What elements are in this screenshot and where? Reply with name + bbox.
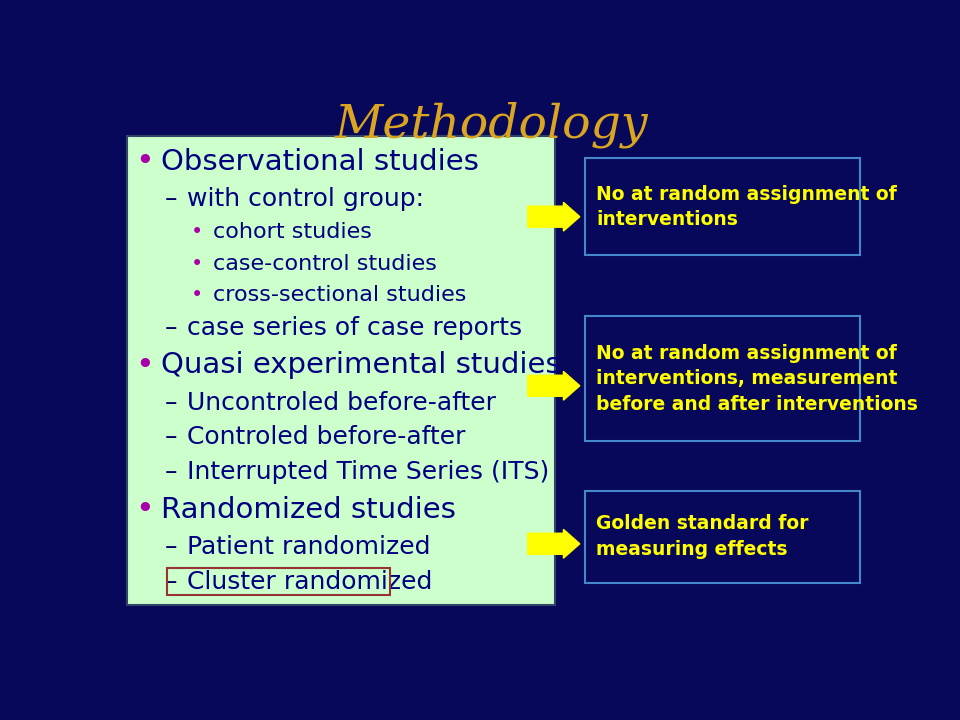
Text: –: – [164, 535, 177, 559]
Text: with control group:: with control group: [187, 187, 424, 211]
Text: Interrupted Time Series (ITS): Interrupted Time Series (ITS) [187, 460, 549, 485]
FancyArrow shape [528, 529, 580, 558]
Text: No at random assignment of
interventions, measurement
before and after intervent: No at random assignment of interventions… [596, 343, 918, 414]
Text: Methodology: Methodology [335, 102, 649, 148]
Text: •: • [190, 222, 203, 242]
FancyBboxPatch shape [128, 136, 555, 605]
Text: •: • [135, 494, 154, 525]
Text: –: – [164, 570, 177, 594]
Text: •: • [135, 350, 154, 381]
Text: cohort studies: cohort studies [213, 222, 372, 242]
Text: –: – [164, 187, 177, 211]
FancyArrow shape [528, 202, 580, 231]
Text: –: – [164, 460, 177, 485]
Text: No at random assignment of
interventions: No at random assignment of interventions [596, 184, 897, 230]
FancyBboxPatch shape [585, 317, 860, 441]
Text: Observational studies: Observational studies [161, 148, 479, 176]
FancyBboxPatch shape [585, 158, 860, 256]
Text: –: – [164, 316, 177, 340]
FancyArrow shape [528, 372, 580, 400]
FancyBboxPatch shape [585, 491, 860, 582]
Text: Golden standard for
measuring effects: Golden standard for measuring effects [596, 515, 808, 559]
Text: Patient randomized: Patient randomized [187, 535, 430, 559]
Text: Cluster randomized: Cluster randomized [187, 570, 432, 594]
Text: –: – [164, 391, 177, 415]
Text: case series of case reports: case series of case reports [187, 316, 522, 340]
Text: •: • [190, 285, 203, 305]
Text: Randomized studies: Randomized studies [161, 495, 456, 523]
Text: Controled before-after: Controled before-after [187, 426, 466, 449]
Text: Quasi experimental studies: Quasi experimental studies [161, 351, 561, 379]
Text: •: • [135, 146, 154, 177]
Text: –: – [164, 426, 177, 449]
Text: cross-sectional studies: cross-sectional studies [213, 285, 467, 305]
Text: •: • [190, 253, 203, 274]
Text: case-control studies: case-control studies [213, 253, 437, 274]
Text: Uncontroled before-after: Uncontroled before-after [187, 391, 496, 415]
